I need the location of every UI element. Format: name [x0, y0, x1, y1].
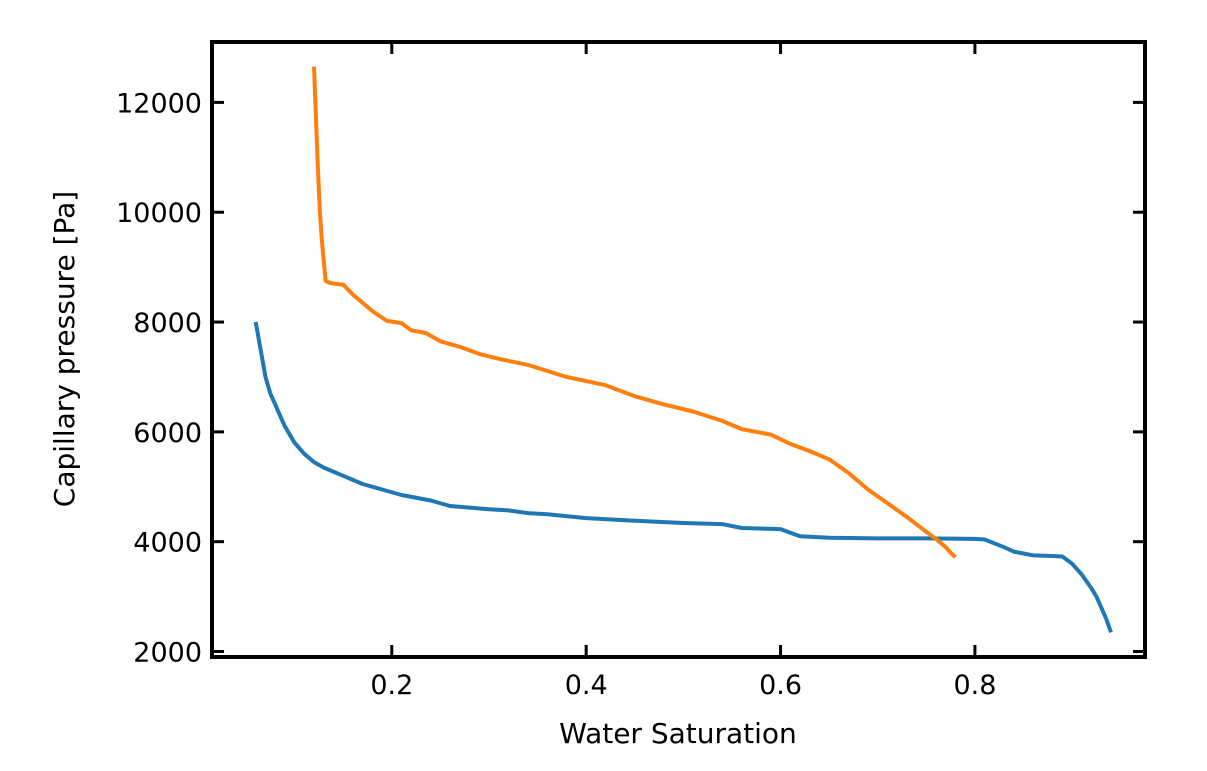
x-axis-label: Water Saturation — [559, 717, 797, 750]
y-tick-label: 2000 — [133, 638, 202, 669]
ticks: 0.2 0.4 0.6 0.8 2000 4000 6000 8000 10000 12000 — [116, 42, 1145, 701]
y-tick-label: 6000 — [133, 418, 202, 449]
y-axis-label: Capillary pressure [Pa] — [48, 191, 81, 507]
plot-frame — [210, 40, 1147, 659]
y-tick-label: 12000 — [116, 88, 202, 119]
y-tick-label: 10000 — [116, 198, 202, 229]
x-tick-label: 0.4 — [565, 670, 608, 701]
x-tick-label: 0.6 — [759, 670, 802, 701]
series-line-2 — [312, 66, 957, 559]
y-tick-label: 4000 — [133, 528, 202, 559]
y-tick-label: 8000 — [133, 308, 202, 339]
plot-lines — [253, 66, 1113, 633]
x-tick-label: 0.2 — [370, 670, 413, 701]
series-line-1 — [253, 321, 1113, 633]
x-tick-label: 0.8 — [953, 670, 996, 701]
